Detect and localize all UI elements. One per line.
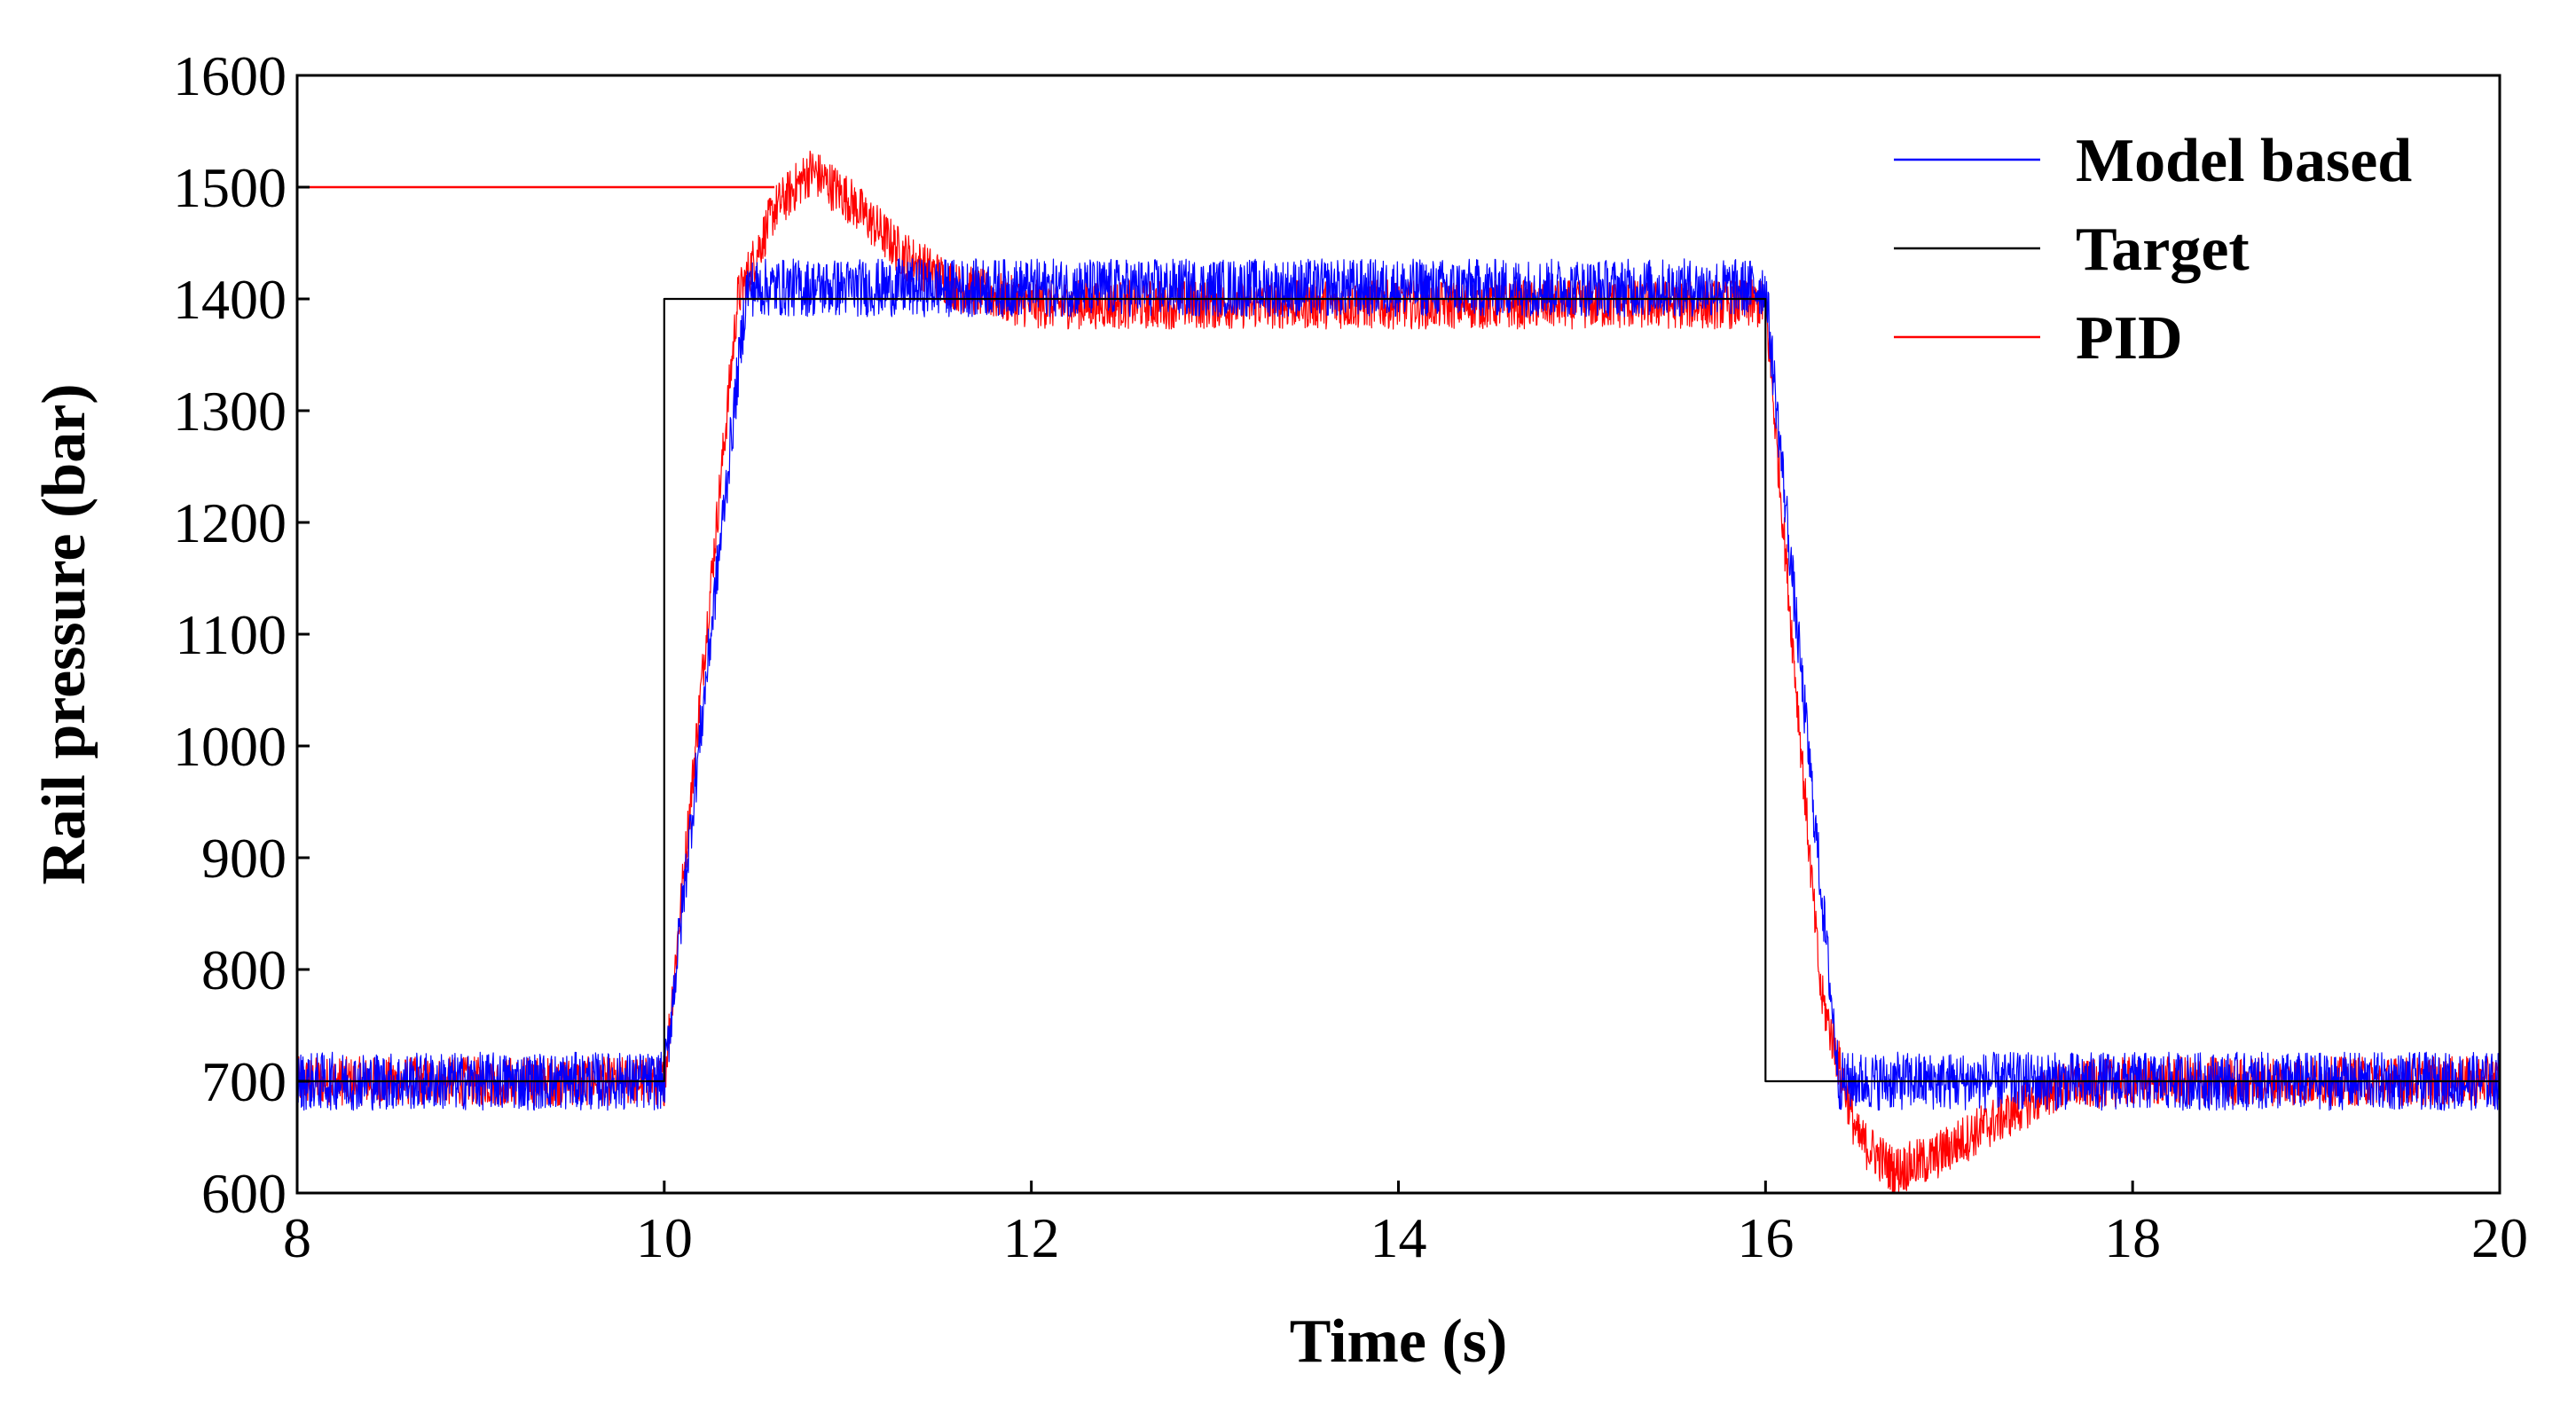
plot-area (296, 150, 2501, 1195)
y-axis-title: Rail pressure (bar) (30, 383, 98, 884)
x-tick-label: 18 (2104, 1206, 2161, 1269)
x-tick-label: 12 (1003, 1206, 1060, 1269)
y-tick-label: 1400 (173, 268, 287, 331)
x-tick-label: 8 (283, 1206, 311, 1269)
tick-group: 8 10 12 14 16 18 20 600 700 800 900 1000 1100 1200 130… (173, 44, 2528, 1269)
y-tick-label: 900 (201, 827, 287, 890)
y-tick-label: 1200 (173, 491, 287, 554)
legend-label: Target (2076, 216, 2250, 284)
legend-label: PID (2076, 304, 2183, 373)
y-tick-label: 800 (201, 938, 287, 1001)
y-tick-label: 1300 (173, 380, 287, 443)
legend-label: Model based (2076, 127, 2412, 195)
x-tick-label: 10 (636, 1206, 693, 1269)
x-axis-title: Time (s) (1290, 1307, 1508, 1376)
y-tick-label: 1600 (173, 44, 287, 107)
y-tick-label: 700 (201, 1050, 287, 1113)
y-tick-label: 1100 (175, 603, 287, 666)
x-tick-label: 14 (1370, 1206, 1427, 1269)
y-tick-label: 600 (201, 1162, 287, 1225)
legend: Model based Target PID (1894, 127, 2412, 373)
x-tick-label: 16 (1737, 1206, 1794, 1269)
y-tick-label: 1500 (173, 156, 287, 219)
y-tick-label: 1000 (173, 715, 287, 778)
series-line-model-based (296, 258, 2501, 1111)
series-line-target (297, 297, 2500, 1083)
x-tick-label: 20 (2471, 1206, 2528, 1269)
